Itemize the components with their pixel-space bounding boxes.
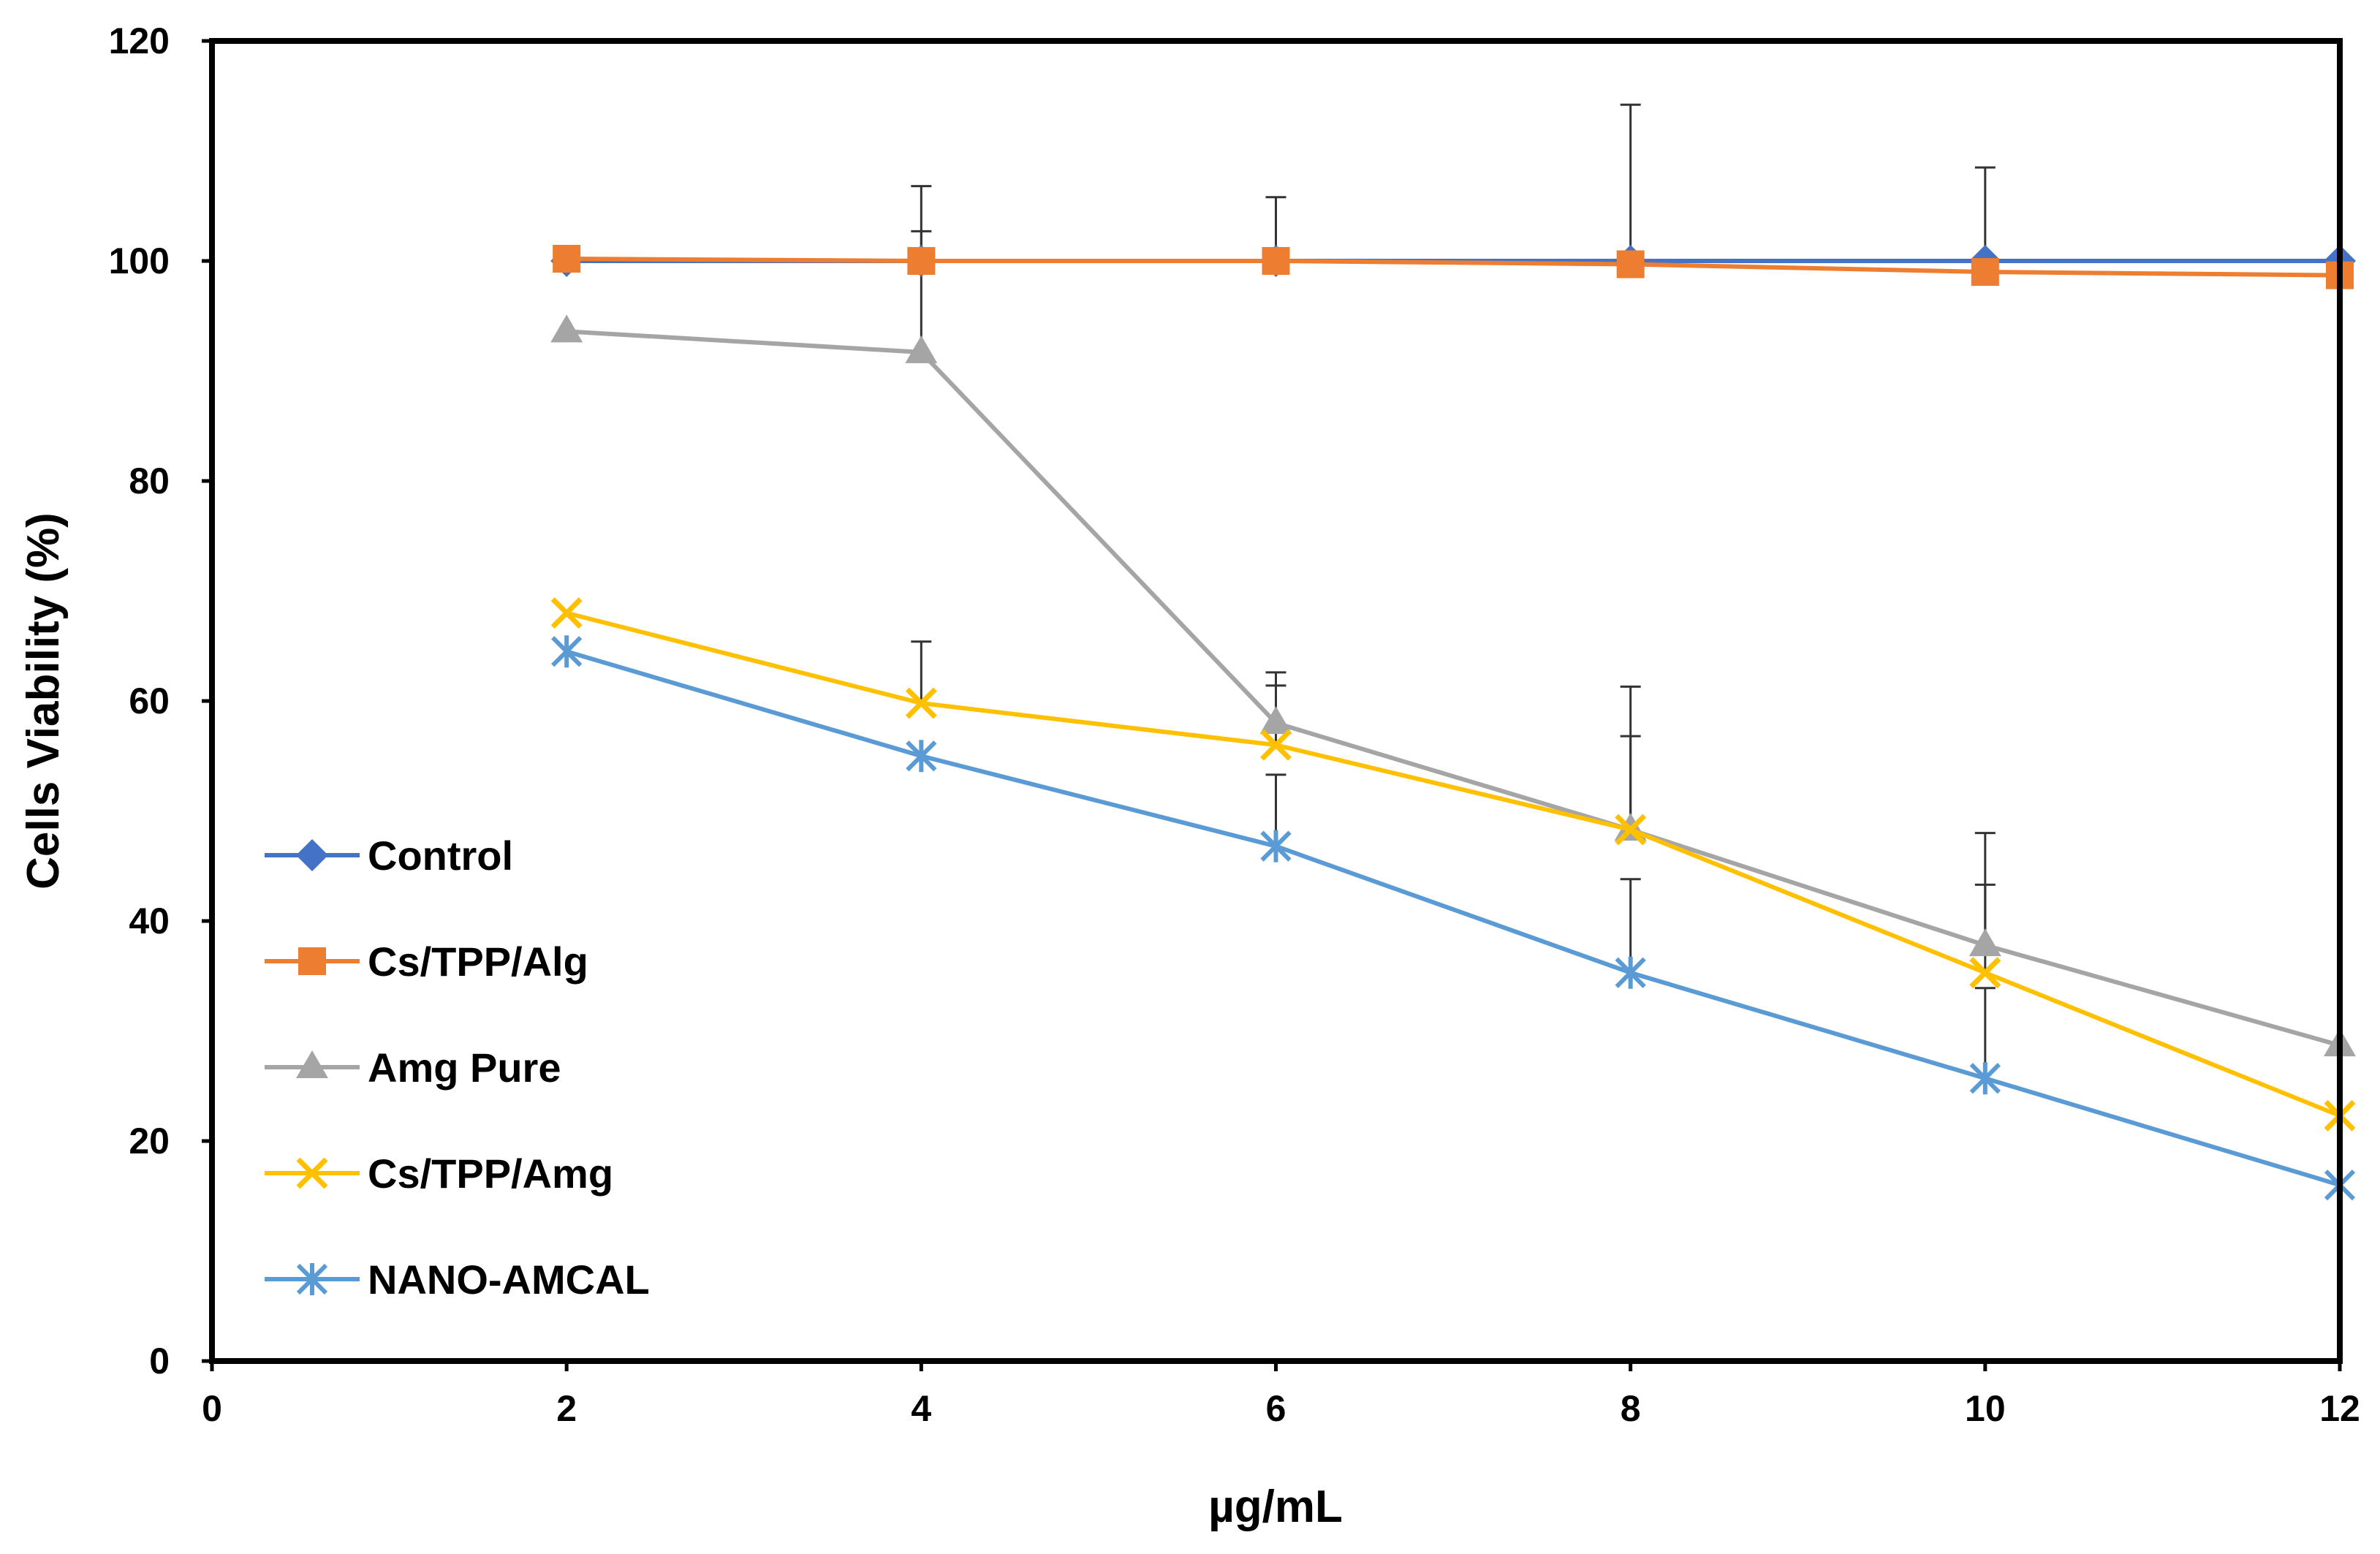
legend-item: Amg Pure bbox=[265, 1045, 561, 1091]
series-line bbox=[566, 610, 2341, 1118]
series-cs-tpp-alg bbox=[553, 244, 2354, 289]
data-point bbox=[551, 635, 583, 668]
data-point bbox=[906, 740, 937, 773]
data-point bbox=[1616, 250, 1645, 278]
error-bar bbox=[1620, 103, 1641, 265]
legend-marker bbox=[298, 947, 326, 975]
data-point bbox=[905, 335, 938, 363]
legend-item: Cs/TPP/Amg bbox=[265, 1151, 613, 1197]
legend: Control Cs/TPP/Alg Amg Pure Cs/TPP/Amg NANO-… bbox=[265, 833, 650, 1303]
y-tick-label-0: 0 bbox=[149, 1341, 170, 1381]
data-point bbox=[1615, 956, 1646, 989]
data-point bbox=[1971, 258, 1999, 287]
series-layer bbox=[550, 244, 2356, 1202]
series-cs-tpp-amg bbox=[550, 597, 2356, 1132]
error-bar bbox=[911, 640, 932, 704]
data-point bbox=[1969, 1062, 2001, 1095]
y-tick-label-20: 20 bbox=[129, 1121, 170, 1161]
legend-item: NANO-AMCAL bbox=[265, 1257, 650, 1303]
legend-item: Control bbox=[265, 833, 513, 879]
data-point bbox=[550, 314, 583, 343]
series-line bbox=[566, 649, 2341, 1188]
data-point bbox=[1615, 814, 1647, 846]
legend-item: Cs/TPP/Alg bbox=[265, 939, 588, 985]
series-nano-amcal bbox=[551, 635, 2356, 1202]
y-tick-label-60: 60 bbox=[129, 681, 170, 721]
x-tick-label-0: 0 bbox=[202, 1388, 222, 1429]
legend-marker bbox=[296, 1050, 328, 1078]
y-tick-label-80: 80 bbox=[129, 460, 170, 501]
error-bar bbox=[1620, 685, 1641, 830]
data-point bbox=[1260, 729, 1292, 761]
series-line bbox=[566, 256, 2341, 278]
data-point bbox=[907, 247, 936, 275]
legend-marker bbox=[296, 1157, 328, 1189]
x-axis-title: µg/mL bbox=[1208, 1482, 1343, 1532]
legend-label: NANO-AMCAL bbox=[368, 1257, 650, 1303]
legend-label: Control bbox=[368, 833, 513, 879]
x-tick-label-4: 4 bbox=[911, 1388, 931, 1429]
data-point bbox=[550, 597, 583, 629]
legend-label: Amg Pure bbox=[368, 1045, 561, 1091]
data-point bbox=[905, 687, 937, 719]
series-line bbox=[566, 329, 2341, 1047]
error-bars-layer bbox=[911, 103, 1996, 1079]
legend-marker bbox=[296, 839, 328, 871]
data-point bbox=[1260, 830, 1292, 863]
y-axis-title: Cells Viability (%) bbox=[18, 512, 69, 890]
data-point bbox=[1259, 706, 1292, 735]
legend-label: Cs/TPP/Amg bbox=[368, 1151, 613, 1197]
x-tick-label-8: 8 bbox=[1621, 1388, 1641, 1429]
legend-label: Cs/TPP/Alg bbox=[368, 939, 588, 985]
y-tick-label-40: 40 bbox=[129, 901, 170, 941]
legend-marker bbox=[296, 1263, 328, 1295]
x-tick-label-10: 10 bbox=[1965, 1388, 2006, 1429]
y-tick-label-120: 120 bbox=[109, 20, 170, 61]
data-point bbox=[1262, 247, 1290, 275]
y-tick-label-100: 100 bbox=[109, 240, 170, 281]
x-tick-label-6: 6 bbox=[1266, 1388, 1286, 1429]
x-tick-label-2: 2 bbox=[556, 1388, 577, 1429]
data-point bbox=[1969, 957, 2001, 989]
series-amg-pure bbox=[550, 314, 2356, 1057]
data-point bbox=[553, 244, 581, 273]
x-tick-label-12: 12 bbox=[2319, 1388, 2360, 1429]
data-point bbox=[1968, 928, 2001, 957]
